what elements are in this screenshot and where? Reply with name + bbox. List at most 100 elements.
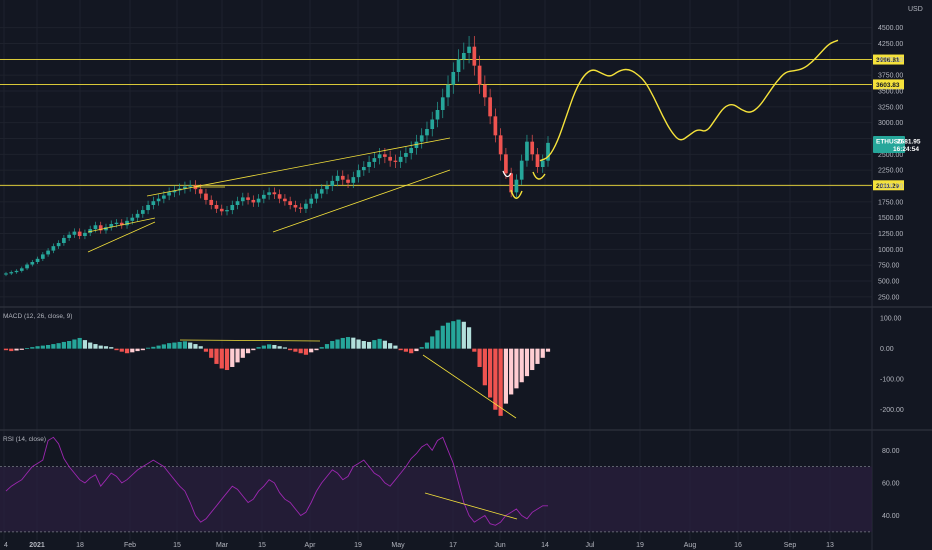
macd-bar bbox=[140, 348, 145, 351]
macd-bar bbox=[135, 348, 140, 352]
candle-body bbox=[419, 135, 424, 142]
macd-bar bbox=[345, 337, 351, 349]
candle-body bbox=[356, 170, 361, 178]
macd-bar bbox=[282, 347, 287, 349]
price-tick-label: 4500.00 bbox=[878, 25, 903, 32]
candle-body bbox=[72, 231, 77, 235]
time-tick-label: 16 bbox=[734, 542, 742, 549]
macd-bar bbox=[524, 348, 530, 377]
candle-body bbox=[162, 195, 166, 199]
candle-body bbox=[67, 234, 71, 238]
macd-bar bbox=[182, 341, 188, 349]
macd-bar bbox=[324, 344, 330, 349]
macd-bar bbox=[67, 341, 72, 349]
macd-bar bbox=[493, 348, 498, 410]
macd-bar bbox=[514, 348, 519, 389]
price-tick-label: 500.00 bbox=[878, 279, 900, 286]
candle-body bbox=[209, 199, 214, 205]
macd-bar bbox=[172, 342, 177, 349]
macd-bar bbox=[124, 348, 130, 354]
candle-body bbox=[367, 161, 371, 167]
price-tick-label: 4000.00 bbox=[878, 57, 903, 64]
macd-tick-label: -100.00 bbox=[880, 377, 904, 384]
macd-bar bbox=[156, 345, 161, 349]
macd-bar bbox=[372, 340, 377, 349]
candle-body bbox=[414, 141, 419, 148]
candle-body bbox=[335, 175, 340, 181]
candle-body bbox=[519, 160, 524, 180]
candle-body bbox=[393, 160, 398, 162]
candle-body bbox=[240, 197, 245, 202]
candle-body bbox=[504, 154, 508, 174]
macd-bar bbox=[477, 348, 482, 367]
candle-body bbox=[135, 213, 140, 218]
candle-body bbox=[172, 190, 177, 193]
macd-bar bbox=[330, 341, 335, 349]
time-tick-label: 19 bbox=[354, 542, 362, 549]
macd-title: MACD (12, 26, close, 9) bbox=[3, 313, 72, 320]
macd-bar bbox=[240, 348, 245, 358]
macd-bar bbox=[366, 341, 372, 349]
macd-bar bbox=[509, 348, 514, 395]
candle-body bbox=[51, 246, 56, 251]
time-tick-label: 15 bbox=[258, 542, 266, 549]
candle-body bbox=[409, 148, 414, 154]
bottom-arc-2 bbox=[510, 189, 523, 199]
macd-bar bbox=[309, 348, 314, 353]
price-pane[interactable]: 3996.81 3603.83 2011.29 4500.00 4250.00 4000… bbox=[0, 6, 923, 301]
candle-body bbox=[46, 250, 50, 255]
macd-bar bbox=[24, 348, 30, 349]
macd-bar bbox=[519, 348, 524, 383]
macd-bar bbox=[272, 344, 277, 349]
macd-bar bbox=[456, 319, 461, 349]
macd-bar bbox=[466, 327, 472, 349]
time-axis[interactable]: 4 2021 18 Feb 15 Mar 15 Apr 19 May 17 Jun 14 Jul 19 Aug… bbox=[4, 542, 834, 549]
candle-body bbox=[404, 153, 408, 157]
trendline-upper-wedge bbox=[146, 137, 451, 197]
candle-body bbox=[62, 237, 66, 243]
macd-tick-label: 0.00 bbox=[880, 346, 894, 353]
candle-body bbox=[530, 141, 535, 155]
candle-body bbox=[514, 179, 519, 193]
bottom-arc-3 bbox=[532, 171, 546, 180]
candle-body bbox=[4, 273, 8, 275]
trendline-lower-wedge bbox=[272, 169, 451, 233]
candle-body bbox=[251, 199, 256, 203]
macd-bar bbox=[340, 337, 345, 349]
macd-bar bbox=[19, 348, 24, 350]
macd-bar bbox=[145, 347, 151, 349]
candle-body bbox=[25, 264, 29, 269]
candle-body bbox=[19, 268, 24, 271]
level-tag bbox=[873, 54, 904, 65]
macd-bar bbox=[235, 348, 240, 363]
candle-body bbox=[93, 225, 98, 230]
candle-body bbox=[130, 217, 135, 221]
macd-pane[interactable]: MACD (12, 26, close, 9) 100.00 0.00 -100.0… bbox=[3, 313, 904, 419]
candle-body bbox=[77, 231, 82, 237]
macd-bar bbox=[256, 347, 261, 349]
candle-body bbox=[383, 154, 387, 157]
candle-body bbox=[230, 205, 235, 211]
candle-body bbox=[30, 262, 35, 265]
rsi-tick-label: 60.00 bbox=[882, 480, 900, 487]
macd-bar bbox=[77, 337, 82, 349]
candle-body bbox=[493, 116, 498, 136]
price-tick-label: 1500.00 bbox=[878, 215, 903, 222]
candle-body bbox=[361, 167, 366, 171]
ticker-countdown: 16:24:54 bbox=[893, 146, 919, 153]
macd-bar bbox=[398, 348, 403, 351]
ticker-symbol: ETHUSD bbox=[876, 139, 903, 146]
level-tag bbox=[873, 79, 904, 90]
macd-bar bbox=[114, 348, 119, 351]
macd-bar bbox=[382, 340, 387, 349]
macd-bar bbox=[409, 348, 414, 354]
time-tick-label: 13 bbox=[826, 542, 834, 549]
macd-bar bbox=[261, 345, 266, 349]
candle-body bbox=[109, 224, 114, 228]
time-tick-label: Jul bbox=[586, 542, 595, 549]
candle-body bbox=[288, 201, 292, 205]
rsi-pane[interactable]: RSI (14, close) 80.00 60.00 40.00 bbox=[0, 436, 900, 533]
candle-body bbox=[535, 154, 540, 167]
macd-bar bbox=[88, 342, 93, 349]
macd-bar bbox=[245, 348, 251, 354]
